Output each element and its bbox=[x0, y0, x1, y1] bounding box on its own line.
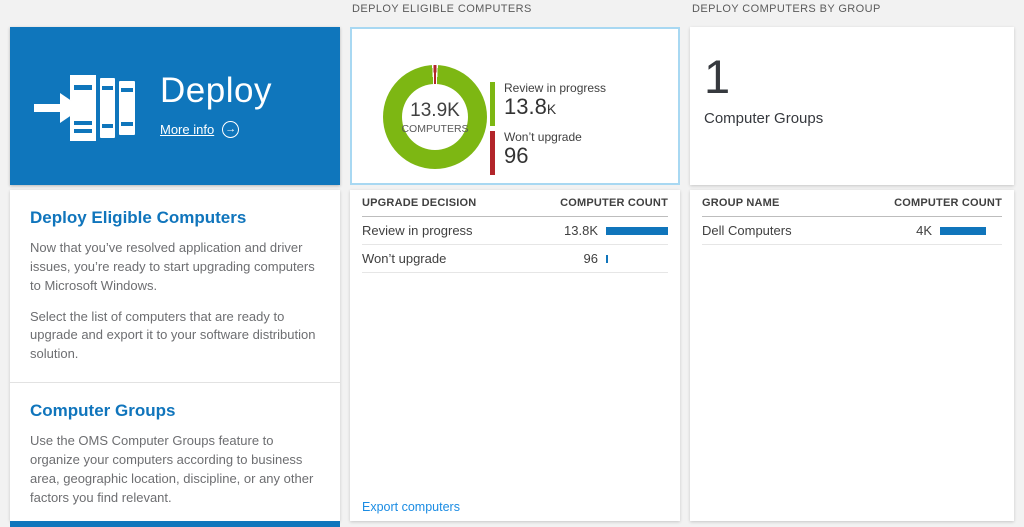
bar-container bbox=[606, 226, 668, 235]
deploy-eligible-computers-panel: DEPLOY ELIGIBLE COMPUTERS 13.9K COMPUTER… bbox=[350, 0, 680, 527]
count-bar bbox=[940, 226, 986, 235]
section-heading: Deploy Eligible Computers bbox=[30, 208, 247, 227]
export-computers-link[interactable]: Export computers bbox=[362, 500, 460, 514]
panel-header: DEPLOY COMPUTERS BY GROUP bbox=[692, 3, 881, 15]
row-label: Review in progress bbox=[362, 223, 473, 238]
row-label: Won’t upgrade bbox=[362, 251, 447, 266]
section-computer-groups: Computer Groups Use the OMS Computer Gro… bbox=[10, 383, 340, 525]
group-count: 1 bbox=[704, 50, 731, 103]
arrow-right-circle-icon[interactable]: → bbox=[222, 121, 240, 138]
legend-value: 13.8 bbox=[504, 94, 547, 119]
table-row[interactable]: Won’t upgrade 96 bbox=[362, 245, 668, 273]
legend-label: Won’t upgrade bbox=[504, 130, 582, 144]
section-paragraph: Now that you’ve resolved application and… bbox=[30, 240, 315, 293]
legend-label: Review in progress bbox=[504, 81, 607, 95]
row-label: Dell Computers bbox=[702, 223, 792, 238]
group-count-label: Computer Groups bbox=[704, 110, 824, 127]
legend-value: 96 bbox=[504, 143, 529, 168]
description-card: Deploy Eligible Computers Now that you’v… bbox=[10, 190, 340, 521]
next-tile-cutoff bbox=[10, 521, 340, 527]
upgrade-decision-table-card: UPGRADE DECISION COMPUTER COUNT Review i… bbox=[350, 190, 680, 521]
legend-item-review-in-progress: Review in progress 13.8K bbox=[490, 79, 606, 126]
legend-value-suffix: K bbox=[546, 101, 557, 117]
column-header: GROUP NAME bbox=[702, 197, 780, 209]
section-paragraph: Select the list of computers that are re… bbox=[30, 308, 316, 362]
donut-total-label: COMPUTERS bbox=[401, 122, 469, 135]
donut-legend: Review in progress 13.8K Won’t upgrade 9… bbox=[490, 79, 606, 175]
red-swatch bbox=[490, 131, 495, 175]
legend-item-wont-upgrade: Won’t upgrade 96 bbox=[490, 128, 606, 175]
group-table-card: GROUP NAME COMPUTER COUNT Dell Computers… bbox=[690, 190, 1014, 521]
table-row[interactable]: Review in progress 13.8K bbox=[362, 217, 668, 245]
panel-header: DEPLOY ELIGIBLE COMPUTERS bbox=[352, 3, 532, 15]
section-paragraph: Use the OMS Computer Groups feature to o… bbox=[30, 433, 314, 505]
donut-total-value: 13.9K bbox=[410, 99, 460, 121]
section-heading: Computer Groups bbox=[30, 401, 176, 421]
column-header: COMPUTER COUNT bbox=[894, 197, 1002, 209]
bar-container bbox=[606, 254, 668, 263]
table-header-row: UPGRADE DECISION COMPUTER COUNT bbox=[362, 190, 668, 217]
left-column: Deploy More info → Deploy Eligible Compu… bbox=[10, 0, 340, 527]
column-header: COMPUTER COUNT bbox=[560, 197, 668, 209]
deploy-computers-by-group-panel: DEPLOY COMPUTERS BY GROUP 1 Computer Gro… bbox=[690, 0, 1014, 527]
count-bar bbox=[606, 226, 668, 235]
deploy-tile[interactable]: Deploy More info → bbox=[10, 27, 340, 185]
donut-center: 13.9K COMPUTERS bbox=[401, 84, 469, 150]
green-swatch bbox=[490, 82, 495, 126]
column-header: UPGRADE DECISION bbox=[362, 197, 477, 209]
eligible-computers-donut-card[interactable]: 13.9K COMPUTERS Review in progress 13.8K… bbox=[350, 27, 680, 185]
table-header-row: GROUP NAME COMPUTER COUNT bbox=[702, 190, 1002, 217]
row-value: 4K bbox=[916, 223, 932, 238]
count-bar bbox=[606, 254, 608, 263]
computers-donut-chart[interactable]: 13.9K COMPUTERS bbox=[383, 65, 487, 169]
deploy-books-icon bbox=[32, 69, 144, 152]
bar-container bbox=[940, 226, 1002, 235]
computer-groups-summary-card[interactable]: 1 Computer Groups bbox=[690, 27, 1014, 185]
row-value: 13.8K bbox=[564, 223, 598, 238]
row-value: 96 bbox=[583, 251, 598, 266]
tile-title: Deploy bbox=[160, 71, 272, 110]
table-row[interactable]: Dell Computers 4K bbox=[702, 217, 1002, 245]
more-info-link[interactable]: More info bbox=[160, 122, 215, 137]
section-deploy-eligible-computers: Deploy Eligible Computers Now that you’v… bbox=[10, 190, 340, 384]
